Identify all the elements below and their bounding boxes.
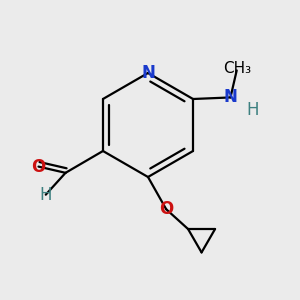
Text: O: O bbox=[159, 200, 173, 218]
Text: H: H bbox=[246, 101, 259, 119]
Text: N: N bbox=[141, 64, 155, 82]
Text: CH₃: CH₃ bbox=[223, 61, 251, 76]
Text: N: N bbox=[224, 88, 237, 106]
Text: O: O bbox=[32, 158, 46, 175]
Text: H: H bbox=[40, 186, 52, 204]
